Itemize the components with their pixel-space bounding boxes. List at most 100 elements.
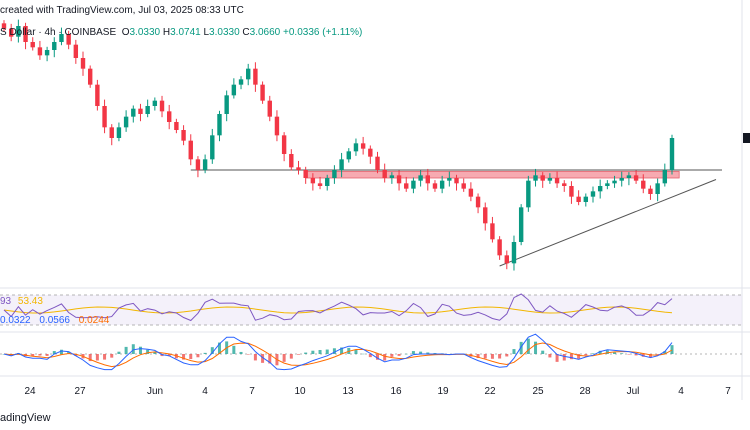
change-value: +0.0336 (+1.11%) <box>283 27 363 38</box>
candle-body <box>425 175 430 184</box>
tradingview-brand[interactable]: adingView <box>0 412 51 424</box>
candle-body <box>73 44 79 58</box>
candle-body <box>16 26 21 37</box>
high-value: 3.0741 <box>170 27 201 38</box>
macd-histogram-bar <box>67 351 71 354</box>
candle-body <box>540 175 545 181</box>
macd-histogram-bar <box>38 354 42 356</box>
macd-histogram-bar <box>670 345 674 354</box>
candle-body <box>562 183 567 186</box>
candle-body <box>404 183 409 189</box>
candle-body <box>475 196 481 208</box>
macd-histogram-bar <box>555 354 559 362</box>
candle-body <box>123 116 129 128</box>
x-tick-label: 7 <box>725 386 731 397</box>
macd-histogram-bar <box>239 351 243 354</box>
macd-histogram-bar <box>569 354 573 360</box>
candle-body <box>662 170 668 184</box>
macd-histogram-bar <box>419 351 423 354</box>
candle-body <box>346 151 351 160</box>
rsi-line <box>3 293 673 322</box>
candle-body <box>483 207 488 224</box>
low-value: 3.0330 <box>209 27 240 38</box>
candle-body <box>267 100 272 117</box>
macd-histogram-bar <box>282 354 286 362</box>
macd-histogram-bar <box>411 351 415 354</box>
macd-histogram-bar <box>45 354 49 356</box>
macd-histogram-bar <box>74 354 78 356</box>
candle-body <box>246 68 251 80</box>
candle-body <box>303 170 308 178</box>
macd-histogram-bar <box>426 352 430 354</box>
candle-body <box>310 178 316 184</box>
macd-histogram-bar <box>562 354 566 361</box>
macd-histogram-bar <box>131 344 135 354</box>
trendline <box>499 179 717 267</box>
rsi-ma-value: 53.43 <box>17 296 43 307</box>
macd-histogram-bar <box>182 354 186 360</box>
macd-histogram-bar <box>433 352 437 354</box>
macd-histogram-bar <box>95 354 99 361</box>
macd-histogram-bar <box>390 354 394 357</box>
low-label: L <box>203 27 210 38</box>
candle-body <box>432 183 438 189</box>
x-tick-label: 10 <box>294 386 306 397</box>
candle-body <box>360 143 366 149</box>
symbol-name[interactable]: S Dollar · 4h · COINBASE <box>0 27 117 38</box>
candle-body <box>238 79 244 85</box>
open-label: O <box>121 27 130 38</box>
close-label: C <box>242 27 250 38</box>
macd-histogram-bar <box>318 349 322 354</box>
macd-histogram-bar <box>196 354 200 358</box>
macd-histogram-bar <box>253 354 257 361</box>
macd-histogram-bar <box>340 347 344 354</box>
candle-body <box>152 100 158 106</box>
macd-legend[interactable]: 0.0322 0.0566 0.0244 <box>0 315 109 326</box>
candle-body <box>454 178 459 184</box>
candle-body <box>217 114 222 136</box>
candle-body <box>468 188 474 197</box>
macd-histogram-bar <box>304 352 308 354</box>
candle-body <box>231 84 237 96</box>
candle-body <box>655 183 660 194</box>
macd-histogram-bar <box>146 349 150 354</box>
candle-body <box>116 127 122 138</box>
candle-body <box>389 175 395 178</box>
x-axis: 24 27 Jun 4 7 10 13 16 19 22 25 28 Jul 4 7 <box>24 386 731 397</box>
open-value: 3.0330 <box>129 27 161 38</box>
candle-body <box>109 127 114 138</box>
candle-body <box>533 175 538 181</box>
candle-body <box>554 178 560 184</box>
candle-body <box>368 148 373 157</box>
macd-histogram-bar <box>376 354 380 360</box>
macd-histogram-bar <box>526 338 530 354</box>
symbol-legend[interactable]: S Dollar · 4h · COINBASE O3.0330 H3.0741… <box>0 27 362 38</box>
x-tick-label: 13 <box>342 386 354 397</box>
candle-body <box>447 178 452 181</box>
macd-histogram-bar <box>498 354 502 359</box>
candle-body <box>296 167 301 170</box>
macd-histogram-bar <box>88 354 92 362</box>
macd-histogram-bar <box>153 352 157 354</box>
macd-histogram-bar <box>620 353 624 354</box>
macd-histogram-bar <box>325 349 329 354</box>
rsi-legend[interactable]: 93 53.43 <box>0 296 43 307</box>
macd-histogram-bar <box>663 351 667 354</box>
candle-body <box>210 135 215 160</box>
rsi-value: 93 <box>0 296 12 307</box>
macd-histogram-bar <box>296 354 300 355</box>
macd-histogram-bar <box>261 354 265 363</box>
candle-body <box>511 242 517 264</box>
macd-signal-value: 0.0244 <box>78 315 110 326</box>
macd-histogram-bar <box>541 350 545 354</box>
candle-body <box>325 178 330 186</box>
macd-histogram-bar <box>490 354 494 359</box>
macd-histogram-bar <box>124 346 128 354</box>
macd-histogram-bar <box>512 349 516 354</box>
candle-body <box>641 180 646 189</box>
macd-pane <box>0 333 742 371</box>
candle-body <box>289 154 294 168</box>
macd-histogram-bar <box>189 354 193 360</box>
candle-body <box>619 178 624 181</box>
